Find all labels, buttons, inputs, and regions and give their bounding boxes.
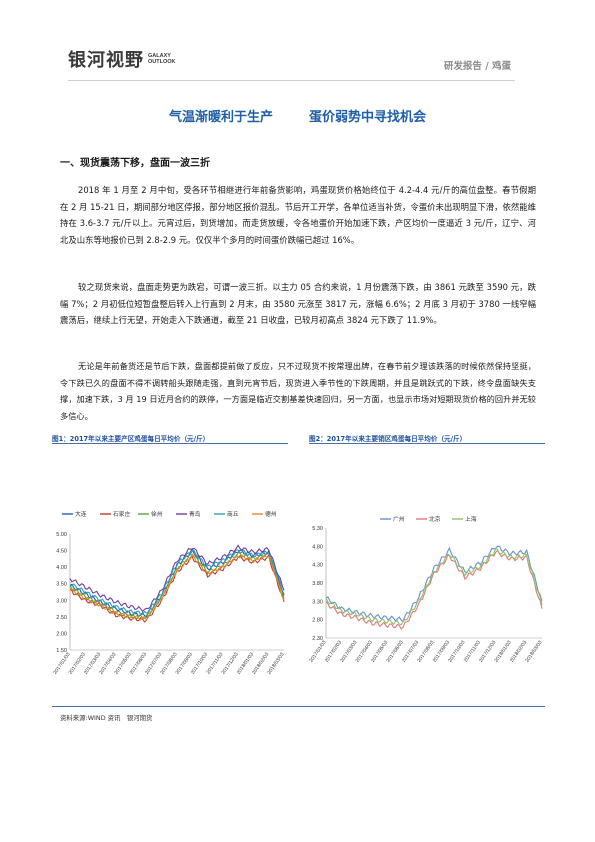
paragraph-1: 2018 年 1 月至 2 月中旬，受各环节相继进行年前备货影响，鸡蛋现货价格始…: [60, 185, 536, 245]
logo-english-line2: OUTLOOK: [148, 59, 176, 65]
y-tick-label: 5.00: [56, 532, 67, 538]
series-line: [325, 547, 543, 626]
figure2-rule: [309, 443, 545, 444]
y-tick-label: 2.30: [312, 636, 323, 642]
series-line: [69, 544, 285, 613]
series-line: [325, 545, 543, 623]
y-tick-label: 3.80: [312, 581, 323, 587]
legend-label: 大连: [75, 510, 87, 518]
report-breadcrumb: 研发报告 / 鸡蛋: [443, 61, 511, 72]
figure-bottom-rule: [52, 706, 545, 707]
legend-label: 上海: [465, 515, 477, 523]
title-part1: 气温渐暖利于生产: [168, 110, 273, 125]
y-tick-label: 1.50: [56, 648, 67, 654]
y-tick-label: 2.50: [56, 615, 67, 621]
legend-label: 德州: [265, 510, 277, 518]
figure2-caption: 图2：2017年以来主要销区鸡蛋每日平均价（元/斤）: [309, 435, 467, 443]
series-line: [69, 551, 285, 620]
series-line: [69, 549, 285, 616]
section-heading: 一、现货震荡下移，盘面一波三折: [60, 158, 210, 169]
series-line: [325, 549, 543, 630]
legend-label: 青岛: [189, 510, 201, 518]
legend-label: 北京: [429, 515, 441, 523]
brand-logo: 银河视野 GALAXY OUTLOOK: [68, 46, 176, 72]
data-source: 资料来源:WIND 资讯 银河期货: [60, 714, 153, 722]
y-tick-label: 2.80: [312, 618, 323, 624]
report-title: 气温渐暖利于生产 蛋价弱势中寻找机会: [0, 106, 595, 125]
figure1-rule: [52, 443, 288, 444]
title-part2: 蛋价弱势中寻找机会: [309, 110, 427, 125]
logo-english-line1: GALAXY: [148, 52, 171, 59]
y-tick-label: 2.00: [56, 631, 67, 637]
y-tick-label: 3.50: [56, 582, 67, 588]
series-line: [69, 553, 285, 621]
figure1-caption: 图1：2017年以来主要产区鸡蛋每日平均价（元/斤）: [52, 435, 210, 443]
y-tick-label: 5.30: [312, 526, 323, 532]
y-tick-label: 4.50: [56, 549, 67, 555]
y-tick-label: 4.80: [312, 544, 323, 550]
header-divider: [68, 80, 515, 81]
logo-chinese: 银河视野: [68, 50, 144, 71]
paragraph-3: 无论是年前备货还是节后下跌，盘面都提前做了反应，只不过现货不按常理出牌，在春节前…: [60, 361, 536, 421]
legend-label: 广州: [393, 515, 405, 523]
legend-label: 商丘: [227, 510, 239, 518]
paragraph-2: 较之现货来说，盘面走势更为跌宕，可谓一波三折。以主力 05 合约来说，1 月份震…: [60, 282, 536, 326]
y-tick-label: 3.30: [312, 599, 323, 605]
producing-region-price-chart: 1.502.002.503.003.504.004.505.002017/01/…: [52, 510, 285, 676]
y-tick-label: 4.00: [56, 565, 67, 571]
logo-english: GALAXY OUTLOOK: [148, 53, 176, 66]
y-tick-label: 3.00: [56, 598, 67, 604]
legend-label: 徐州: [151, 510, 163, 518]
legend-label: 石家庄: [113, 510, 131, 518]
y-tick-label: 4.30: [312, 563, 323, 569]
consuming-region-price-chart: 2.302.803.303.804.304.805.302017/01/0320…: [308, 515, 543, 664]
